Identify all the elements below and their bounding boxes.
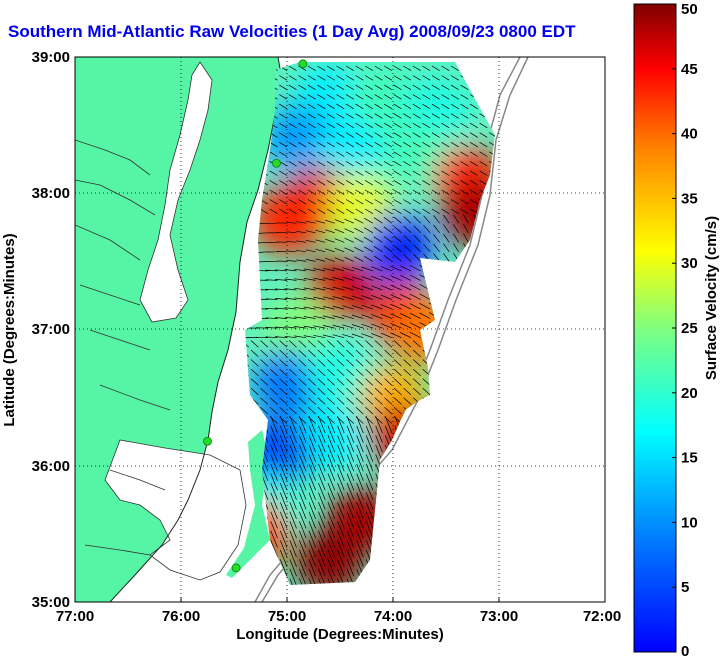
y-tick-label: 39:00 <box>32 49 70 66</box>
colorbar-tick-label: 40 <box>681 126 698 143</box>
y-tick-labels: 39:00 38:00 37:00 36:00 35:00 <box>32 49 70 611</box>
graticule <box>75 57 605 602</box>
colorbar-tick-label: 45 <box>681 61 698 78</box>
x-tick-label: 72:00 <box>583 608 621 625</box>
land-mass <box>75 57 283 602</box>
hf-radar-stations <box>203 59 308 573</box>
colorbar-tick-label: 50 <box>681 1 698 18</box>
plot-title: Southern Mid-Atlantic Raw Velocities (1 … <box>8 22 576 41</box>
station-marker <box>203 436 212 446</box>
colorbar-tick-label: 0 <box>681 643 689 659</box>
plot-frame <box>74 56 606 603</box>
speed-cell <box>364 213 433 282</box>
colorbar-tick-label: 25 <box>681 320 698 337</box>
y-axis-label: Latitude (Degrees:Minutes) <box>1 233 18 426</box>
tick-marks <box>74 597 606 602</box>
x-axis-label: Longitude (Degrees:Minutes) <box>236 626 444 643</box>
speed-cell <box>253 350 321 418</box>
y-tick-label: 38:00 <box>32 185 70 202</box>
speed-cell <box>306 336 374 405</box>
colorbar-tick-label: 10 <box>681 514 698 531</box>
x-tick-labels: 77:00 76:00 75:00 74:00 73:00 72:00 <box>56 608 621 625</box>
speed-cell <box>348 63 417 132</box>
x-tick-label: 75:00 <box>268 608 306 625</box>
x-tick-label: 73:00 <box>480 608 518 625</box>
colorbar-tick-label: 20 <box>681 385 698 402</box>
x-tick-label: 74:00 <box>374 608 412 625</box>
y-tick-label: 37:00 <box>32 321 70 338</box>
speed-cell <box>253 186 321 255</box>
colorbar-ticks: 0 5 10 15 20 25 30 35 40 45 50 <box>672 1 698 659</box>
x-tick-label: 76:00 <box>162 608 200 625</box>
colorbar-label: Surface Velocity (cm/s) <box>703 216 720 380</box>
colorbar-tick-label: 30 <box>681 255 698 272</box>
y-tick-label: 36:00 <box>32 458 70 475</box>
y-tick-label: 35:00 <box>32 594 70 611</box>
colorbar-tick-label: 35 <box>681 190 698 207</box>
colorbar-tick-label: 15 <box>681 450 698 467</box>
x-tick-label: 77:00 <box>56 608 94 625</box>
station-marker <box>271 158 281 168</box>
colorbar <box>633 3 677 653</box>
station-marker <box>298 59 308 69</box>
station-marker <box>231 563 241 573</box>
colorbar-tick-label: 5 <box>681 579 689 596</box>
speed-cell <box>316 118 385 187</box>
